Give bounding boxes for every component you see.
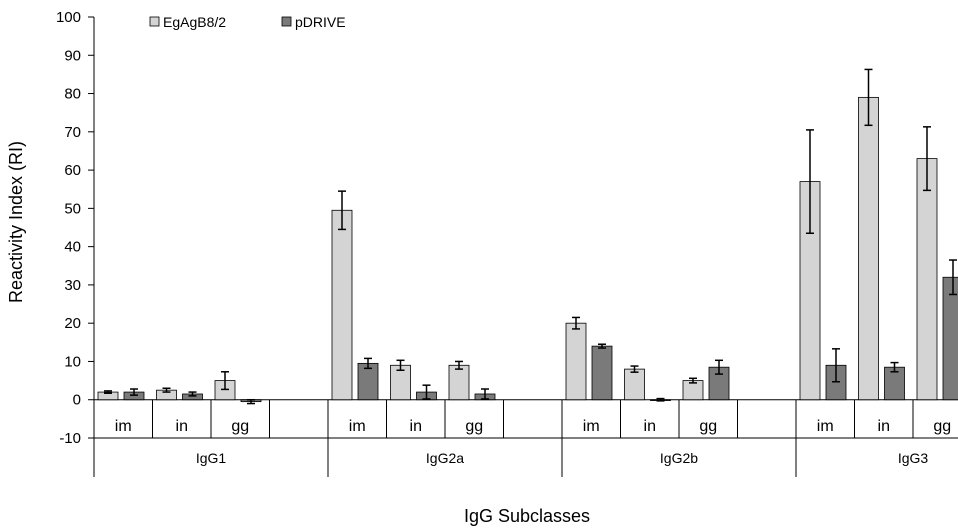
legend-swatch: [281, 16, 292, 27]
legend-label: EgAgB8/2: [163, 14, 226, 30]
subcategory-label: im: [115, 418, 132, 435]
y-axis-title: Reactivity Index (RI): [6, 141, 26, 303]
group-label: IgG2b: [660, 450, 698, 466]
y-tick-label: 70: [64, 124, 81, 141]
y-tick-label: 50: [64, 200, 81, 217]
group-label: IgG2a: [426, 450, 464, 466]
group-label: IgG1: [196, 450, 227, 466]
legend-label: pDRIVE: [295, 14, 346, 30]
group-label: IgG3: [898, 450, 929, 466]
y-tick-label: 100: [56, 9, 81, 26]
subcategory-label: gg: [465, 418, 483, 435]
y-tick-label: 90: [64, 47, 81, 64]
y-tick-label: 30: [64, 277, 81, 294]
y-tick-label: 60: [64, 162, 81, 179]
bar-egagb: [858, 96, 879, 401]
y-tick-label: 0: [73, 392, 81, 409]
bar-egagb: [916, 158, 938, 401]
subcategory-label: im: [583, 418, 600, 435]
bar-egagb: [565, 322, 587, 401]
bar-egagb: [331, 209, 353, 401]
y-tick-label: -10: [59, 430, 81, 447]
bar-pdrive: [942, 276, 958, 401]
subcategory-label: in: [644, 418, 656, 435]
y-tick-label: 10: [64, 353, 81, 370]
subcategory-label: gg: [933, 418, 951, 435]
subcategory-label: in: [410, 418, 422, 435]
bar-pdrive: [591, 345, 613, 401]
subcategory-label: gg: [231, 418, 249, 435]
subcategory-label: im: [349, 418, 366, 435]
y-tick-label: 80: [64, 86, 81, 103]
legend: EgAgB8/2 pDRIVE: [149, 14, 346, 30]
subcategory-label: in: [878, 418, 890, 435]
bar-egagb: [624, 368, 645, 401]
x-axis-title: IgG Subclasses: [464, 506, 590, 526]
subcategory-label: gg: [699, 418, 717, 435]
y-tick-label: 20: [64, 315, 81, 332]
subcategory-label: in: [176, 418, 188, 435]
subcategory-label: im: [817, 418, 834, 435]
y-tick-label: 40: [64, 239, 81, 256]
bar-egagb: [448, 364, 470, 401]
legend-swatch: [149, 16, 160, 27]
